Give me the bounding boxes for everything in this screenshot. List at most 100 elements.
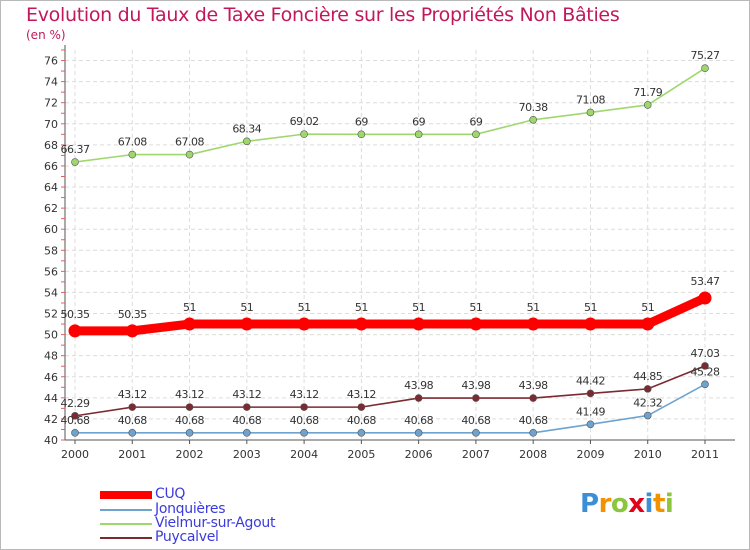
data-label-vielmur-sur-agout: 69 (469, 115, 482, 128)
logo-letter: x (628, 489, 645, 519)
y-tick-label: 56 (44, 265, 58, 278)
data-point-cuq (526, 317, 540, 331)
y-tick-label: 40 (44, 434, 58, 447)
data-label-vielmur-sur-agout: 68.34 (232, 122, 261, 135)
data-label-jonqui-res: 40.68 (118, 414, 147, 427)
data-label-cuq: 51 (469, 301, 482, 314)
data-label-vielmur-sur-agout: 69.02 (290, 115, 319, 128)
data-point-cuq (469, 317, 483, 331)
x-tick-label: 2003 (233, 448, 261, 461)
legend-swatch (100, 523, 152, 525)
data-label-cuq: 51 (298, 301, 311, 314)
data-point-jonqui-res (701, 380, 709, 389)
legend-swatch (100, 509, 152, 511)
data-point-cuq (583, 317, 597, 331)
data-point-vielmur-sur-agout (128, 150, 137, 159)
y-tick-label: 60 (44, 223, 58, 236)
data-point-jonqui-res (128, 429, 137, 437)
data-point-jonqui-res (586, 420, 595, 429)
data-point-vielmur-sur-agout (243, 137, 251, 146)
data-point-jonqui-res (357, 429, 366, 437)
data-label-puycalvel: 43.98 (519, 379, 548, 392)
y-tick-label: 72 (44, 97, 58, 110)
data-label-vielmur-sur-agout: 75.27 (691, 49, 720, 62)
data-label-puycalvel: 43.12 (232, 388, 261, 401)
data-point-puycalvel (357, 403, 366, 411)
data-label-vielmur-sur-agout: 69 (412, 115, 425, 128)
data-label-jonqui-res: 40.68 (404, 414, 433, 427)
y-tick-label: 46 (44, 371, 58, 384)
y-tick-label: 52 (44, 308, 58, 321)
data-point-puycalvel (128, 403, 137, 411)
data-label-jonqui-res: 40.68 (461, 414, 490, 427)
data-label-vielmur-sur-agout: 67.08 (175, 136, 204, 149)
series-line-jonqui-res (74, 383, 706, 434)
legend-label: Vielmur-sur-Agout (155, 515, 276, 531)
data-label-puycalvel: 43.98 (404, 379, 433, 392)
data-point-cuq (240, 317, 254, 331)
data-point-cuq (68, 324, 82, 338)
data-point-puycalvel (643, 385, 652, 393)
y-axis-unit-label: (en %) (26, 28, 66, 42)
y-tick-label: 68 (44, 139, 58, 152)
y-tick-label: 74 (44, 76, 58, 89)
series-line-vielmur-sur-agout (74, 67, 706, 163)
data-label-jonqui-res: 40.68 (347, 414, 376, 427)
data-label-cuq: 51 (641, 301, 654, 314)
proxiti-logo: Proxiti (580, 489, 674, 519)
data-point-cuq (412, 317, 426, 331)
logo-letter: r (598, 489, 612, 519)
y-tick-label: 44 (44, 392, 58, 405)
data-point-cuq (641, 317, 655, 331)
legend-label: Puycalvel (155, 529, 219, 545)
x-tick-label: 2010 (634, 448, 662, 461)
data-label-jonqui-res: 40.68 (175, 414, 204, 427)
data-label-jonqui-res: 40.68 (519, 414, 548, 427)
data-point-vielmur-sur-agout (414, 130, 423, 139)
data-point-jonqui-res (643, 411, 652, 420)
data-label-cuq: 51 (240, 301, 253, 314)
data-label-puycalvel: 44.42 (576, 374, 605, 387)
data-label-vielmur-sur-agout: 66.37 (61, 143, 90, 156)
data-point-vielmur-sur-agout (701, 64, 709, 73)
data-label-cuq: 51 (183, 301, 196, 314)
data-label-vielmur-sur-agout: 71.08 (576, 93, 605, 106)
data-point-cuq (183, 317, 197, 331)
data-label-cuq: 51 (355, 301, 368, 314)
data-label-puycalvel: 43.98 (461, 379, 490, 392)
data-point-vielmur-sur-agout (185, 150, 194, 159)
data-point-vielmur-sur-agout (357, 130, 366, 139)
data-point-puycalvel (701, 362, 709, 370)
data-point-cuq (698, 291, 712, 305)
x-tick-label: 2009 (576, 448, 604, 461)
y-tick-label: 66 (44, 160, 58, 173)
x-tick-label: 2004 (290, 448, 318, 461)
logo-letter: o (610, 489, 629, 519)
data-label-vielmur-sur-agout: 69 (355, 115, 368, 128)
data-label-vielmur-sur-agout: 70.38 (519, 101, 548, 114)
y-tick-label: 62 (44, 202, 58, 215)
data-label-jonqui-res: 42.32 (633, 397, 662, 410)
data-label-puycalvel: 43.12 (347, 388, 376, 401)
data-label-jonqui-res: 41.49 (576, 405, 605, 418)
data-label-puycalvel: 43.12 (118, 388, 147, 401)
data-point-puycalvel (472, 394, 480, 402)
x-tick-label: 2000 (61, 448, 89, 461)
data-point-puycalvel (529, 394, 537, 402)
data-label-puycalvel: 43.12 (175, 388, 204, 401)
data-label-jonqui-res: 40.68 (61, 414, 90, 427)
data-point-jonqui-res (243, 429, 251, 437)
data-label-puycalvel: 43.12 (290, 388, 319, 401)
data-point-jonqui-res (414, 429, 423, 437)
y-tick-label: 58 (44, 244, 58, 257)
y-tick-label: 48 (44, 350, 58, 363)
x-tick-label: 2001 (118, 448, 146, 461)
series-line-puycalvel (74, 365, 706, 417)
data-point-cuq (125, 324, 139, 338)
y-tick-label: 64 (44, 181, 58, 194)
data-point-cuq (354, 317, 368, 331)
x-tick-label: 2007 (462, 448, 490, 461)
data-point-cuq (297, 317, 311, 331)
x-tick-label: 2008 (519, 448, 547, 461)
